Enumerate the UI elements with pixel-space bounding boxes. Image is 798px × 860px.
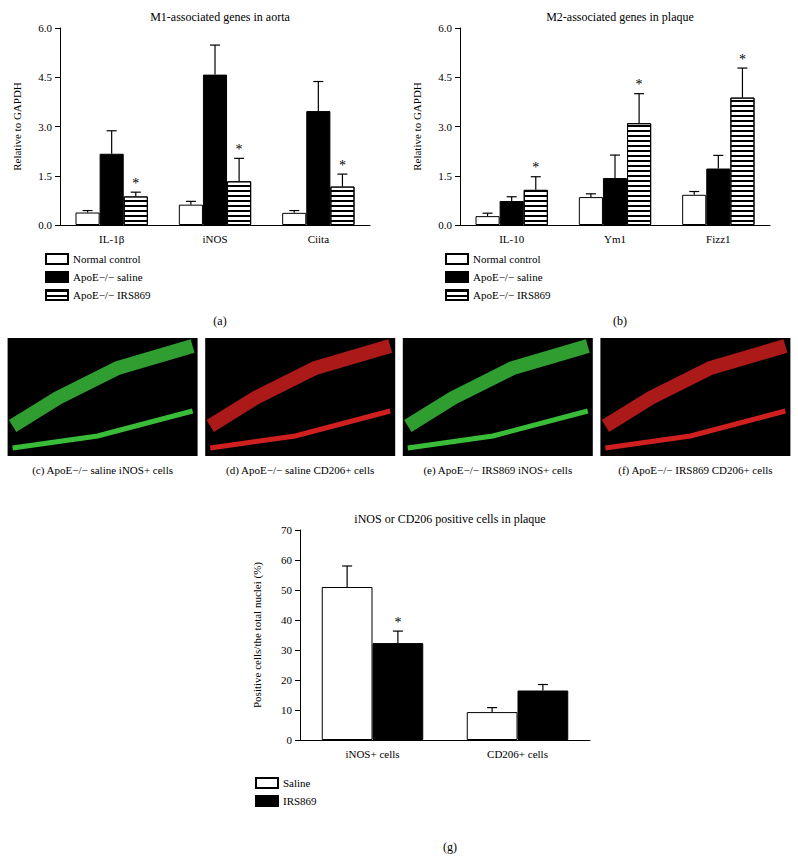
svg-text:(e) ApoE−/− IRS869 iNOS+ cells: (e) ApoE−/− IRS869 iNOS+ cells (423, 464, 572, 477)
svg-text:iNOS+ cells: iNOS+ cells (345, 748, 399, 760)
svg-text:0.0: 0.0 (438, 219, 452, 231)
svg-text:Fizz1: Fizz1 (706, 233, 730, 245)
svg-text:M2-associated genes in plaque: M2-associated genes in plaque (546, 10, 694, 24)
svg-text:(g): (g) (443, 840, 457, 854)
svg-text:*: * (739, 52, 746, 67)
svg-text:20: 20 (281, 674, 293, 686)
svg-text:Ym1: Ym1 (604, 233, 626, 245)
svg-text:*: * (339, 158, 346, 173)
svg-text:Normal control: Normal control (473, 253, 541, 265)
svg-text:4.5: 4.5 (38, 71, 52, 83)
svg-text:IRS869: IRS869 (283, 795, 317, 807)
svg-text:Saline: Saline (283, 777, 311, 789)
svg-text:IL-10: IL-10 (499, 233, 525, 245)
svg-text:(d) ApoE−/− saline CD206+ cell: (d) ApoE−/− saline CD206+ cells (226, 464, 374, 477)
svg-text:50: 50 (281, 584, 293, 596)
svg-text:Positive cells/the total nucle: Positive cells/the total nuclei (%) (251, 562, 264, 708)
svg-text:1.5: 1.5 (438, 170, 452, 182)
svg-text:Normal control: Normal control (73, 253, 141, 265)
svg-text:iNOS or CD206 positive cells i: iNOS or CD206 positive cells in plaque (354, 512, 545, 526)
svg-text:(c) ApoE−/− saline iNOS+ cells: (c) ApoE−/− saline iNOS+ cells (32, 464, 173, 477)
svg-text:ApoE−/− IRS869: ApoE−/− IRS869 (73, 289, 151, 301)
svg-text:70: 70 (281, 524, 293, 536)
svg-text:(b): (b) (613, 314, 627, 328)
svg-text:0.0: 0.0 (38, 219, 52, 231)
svg-text:ApoE−/− saline: ApoE−/− saline (73, 271, 143, 283)
svg-text:10: 10 (281, 704, 293, 716)
svg-text:Relative to GAPDH: Relative to GAPDH (11, 82, 23, 171)
svg-text:4.5: 4.5 (438, 71, 452, 83)
svg-text:6.0: 6.0 (438, 22, 452, 34)
svg-text:Relative to GAPDH: Relative to GAPDH (411, 82, 423, 171)
svg-text:ApoE−/− IRS869: ApoE−/− IRS869 (473, 289, 551, 301)
svg-text:CD206+ cells: CD206+ cells (487, 748, 548, 760)
svg-text:*: * (236, 142, 243, 157)
svg-text:0: 0 (287, 734, 293, 746)
svg-text:iNOS: iNOS (202, 233, 227, 245)
svg-text:30: 30 (281, 644, 293, 656)
svg-text:M1-associated genes in aorta: M1-associated genes in aorta (150, 10, 290, 24)
svg-text:Ciita: Ciita (308, 233, 330, 245)
svg-text:*: * (132, 176, 139, 191)
svg-text:*: * (636, 77, 643, 92)
svg-text:(a): (a) (213, 314, 226, 328)
svg-text:40: 40 (281, 614, 293, 626)
svg-text:3.0: 3.0 (438, 121, 452, 133)
svg-text:6.0: 6.0 (38, 22, 52, 34)
svg-text:(f) ApoE−/− IRS869 CD206+ cell: (f) ApoE−/− IRS869 CD206+ cells (618, 464, 772, 477)
svg-text:IL-1β: IL-1β (99, 233, 125, 245)
svg-text:1.5: 1.5 (38, 170, 52, 182)
svg-text:*: * (394, 615, 401, 630)
svg-text:3.0: 3.0 (38, 121, 52, 133)
svg-text:*: * (532, 160, 539, 175)
svg-text:60: 60 (281, 554, 293, 566)
svg-text:ApoE−/− saline: ApoE−/− saline (473, 271, 543, 283)
